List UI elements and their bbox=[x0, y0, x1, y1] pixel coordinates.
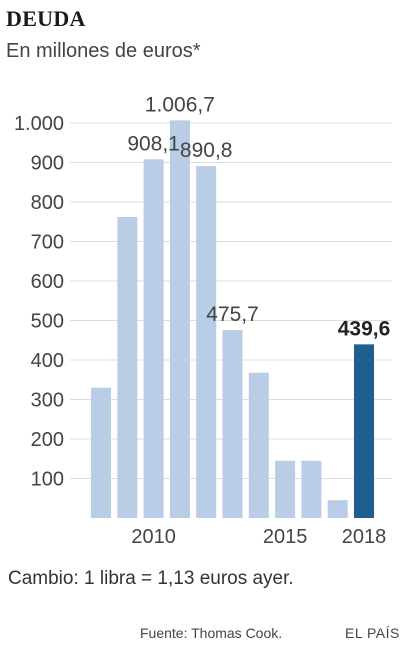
bar bbox=[327, 500, 348, 518]
publisher-logo: EL PAÍS bbox=[345, 625, 400, 641]
data-label: 1.006,7 bbox=[145, 93, 215, 116]
x-tick-label: 2015 bbox=[263, 526, 308, 548]
bar bbox=[222, 330, 243, 518]
data-label: 908,1 bbox=[127, 132, 180, 155]
bar bbox=[169, 120, 190, 518]
x-axis-ticks: 2010 2015 2018 bbox=[131, 526, 386, 548]
y-axis-ticks: 100 200 300 400 500 600 700 800 900 1.000 bbox=[14, 113, 64, 491]
chart-title: DEUDA bbox=[6, 6, 86, 31]
y-tick-label: 100 bbox=[31, 469, 64, 491]
y-tick-label: 900 bbox=[31, 153, 64, 175]
data-label: 890,8 bbox=[180, 139, 233, 162]
chart-subtitle: En millones de euros* bbox=[6, 40, 201, 62]
y-tick-label: 300 bbox=[31, 390, 64, 412]
bar bbox=[91, 387, 111, 518]
y-tick-label: 1.000 bbox=[14, 113, 64, 135]
y-tick-label: 700 bbox=[31, 232, 64, 254]
bar bbox=[301, 460, 322, 518]
bars bbox=[91, 120, 374, 518]
source-credit: Fuente: Thomas Cook. bbox=[140, 625, 283, 641]
y-tick-label: 800 bbox=[31, 192, 64, 214]
data-labels: 908,1 1.006,7 890,8 475,7 439,6 bbox=[127, 93, 390, 340]
bar bbox=[117, 217, 138, 518]
y-tick-label: 400 bbox=[31, 350, 64, 372]
bar bbox=[275, 460, 296, 518]
data-label-highlight: 439,6 bbox=[338, 317, 391, 340]
bar bbox=[143, 159, 164, 518]
data-label: 475,7 bbox=[206, 303, 259, 326]
exchange-rate-note: Cambio: 1 libra = 1,13 euros ayer. bbox=[8, 568, 294, 589]
bar-highlight bbox=[354, 344, 374, 518]
y-tick-label: 500 bbox=[31, 311, 64, 333]
bar bbox=[196, 166, 217, 518]
x-tick-label: 2010 bbox=[131, 526, 176, 548]
y-tick-label: 200 bbox=[31, 429, 64, 451]
y-tick-label: 600 bbox=[31, 271, 64, 293]
bar bbox=[248, 372, 269, 518]
x-tick-label: 2018 bbox=[342, 526, 387, 548]
